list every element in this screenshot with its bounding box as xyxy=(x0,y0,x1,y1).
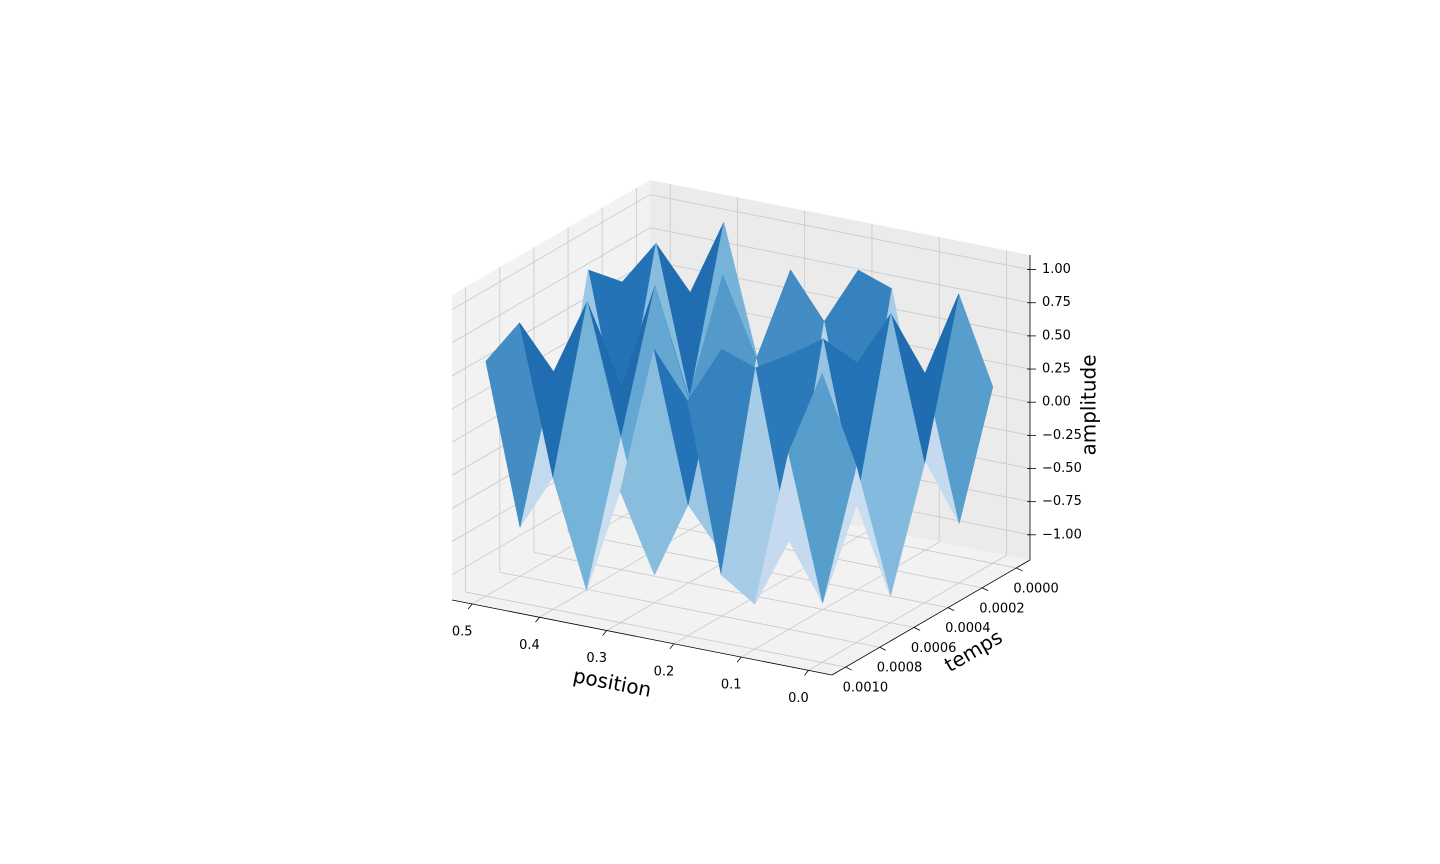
z-tick-label: 0.00 xyxy=(1042,395,1071,410)
x-tick-label: 0.2 xyxy=(654,664,675,679)
surface-facet xyxy=(788,372,857,603)
grid-line xyxy=(499,571,880,648)
z-tick-label: −0.75 xyxy=(1042,494,1082,509)
z-tick-label: 0.25 xyxy=(1042,362,1071,377)
y-tick-label: 0.0002 xyxy=(979,601,1025,616)
x-tick-label: 0.4 xyxy=(519,638,540,653)
tick-mark xyxy=(535,617,540,623)
grid-line xyxy=(451,227,651,344)
axes: 0.0 0.1 0.2 0.3 0.4 0.5 0.0000 0.0002 0.0004 0.00… xyxy=(452,255,1082,706)
tick-mark xyxy=(947,607,955,611)
z-tick-label: 1.00 xyxy=(1042,262,1071,277)
tick-mark xyxy=(804,670,809,676)
z-tick-label: 0.50 xyxy=(1042,328,1071,343)
y-tick-label: 0.0006 xyxy=(911,641,957,656)
tick-mark xyxy=(736,656,742,663)
grid-line xyxy=(808,555,1007,671)
z-axis-label: amplitude xyxy=(1077,354,1101,455)
tick-mark xyxy=(845,666,852,671)
z-tick-label: −1.00 xyxy=(1042,527,1082,542)
axis-line xyxy=(831,559,1031,676)
grid-line xyxy=(465,591,846,668)
tick-mark xyxy=(879,646,886,651)
tick-mark xyxy=(1016,567,1023,572)
y-tick-label: 0.0008 xyxy=(877,661,923,676)
z-tick-label: −0.50 xyxy=(1042,461,1082,476)
z-tick-label: 0.75 xyxy=(1042,295,1071,310)
tick-mark xyxy=(913,627,921,631)
surface xyxy=(485,222,994,605)
tick-mark xyxy=(602,630,608,636)
axis-line xyxy=(451,599,833,676)
tick-mark xyxy=(982,587,989,592)
grid-line xyxy=(649,227,1031,304)
x-tick-label: 0.5 xyxy=(452,624,473,639)
grid-line xyxy=(649,194,1031,270)
y-tick-label: 0.0010 xyxy=(843,681,889,696)
y-tick-label: 0.0000 xyxy=(1013,581,1059,596)
x-tick-label: 0.1 xyxy=(721,678,742,693)
x-tick-label: 0.0 xyxy=(788,691,809,706)
grid-line xyxy=(533,552,915,628)
tick-mark xyxy=(467,603,473,610)
grid-line xyxy=(451,194,651,310)
y-tick-label: 0.0004 xyxy=(945,621,991,636)
grid-line xyxy=(741,541,940,658)
z-tick-label: −0.25 xyxy=(1042,428,1082,443)
x-tick-label: 0.3 xyxy=(586,651,607,666)
tick-mark xyxy=(669,643,675,650)
